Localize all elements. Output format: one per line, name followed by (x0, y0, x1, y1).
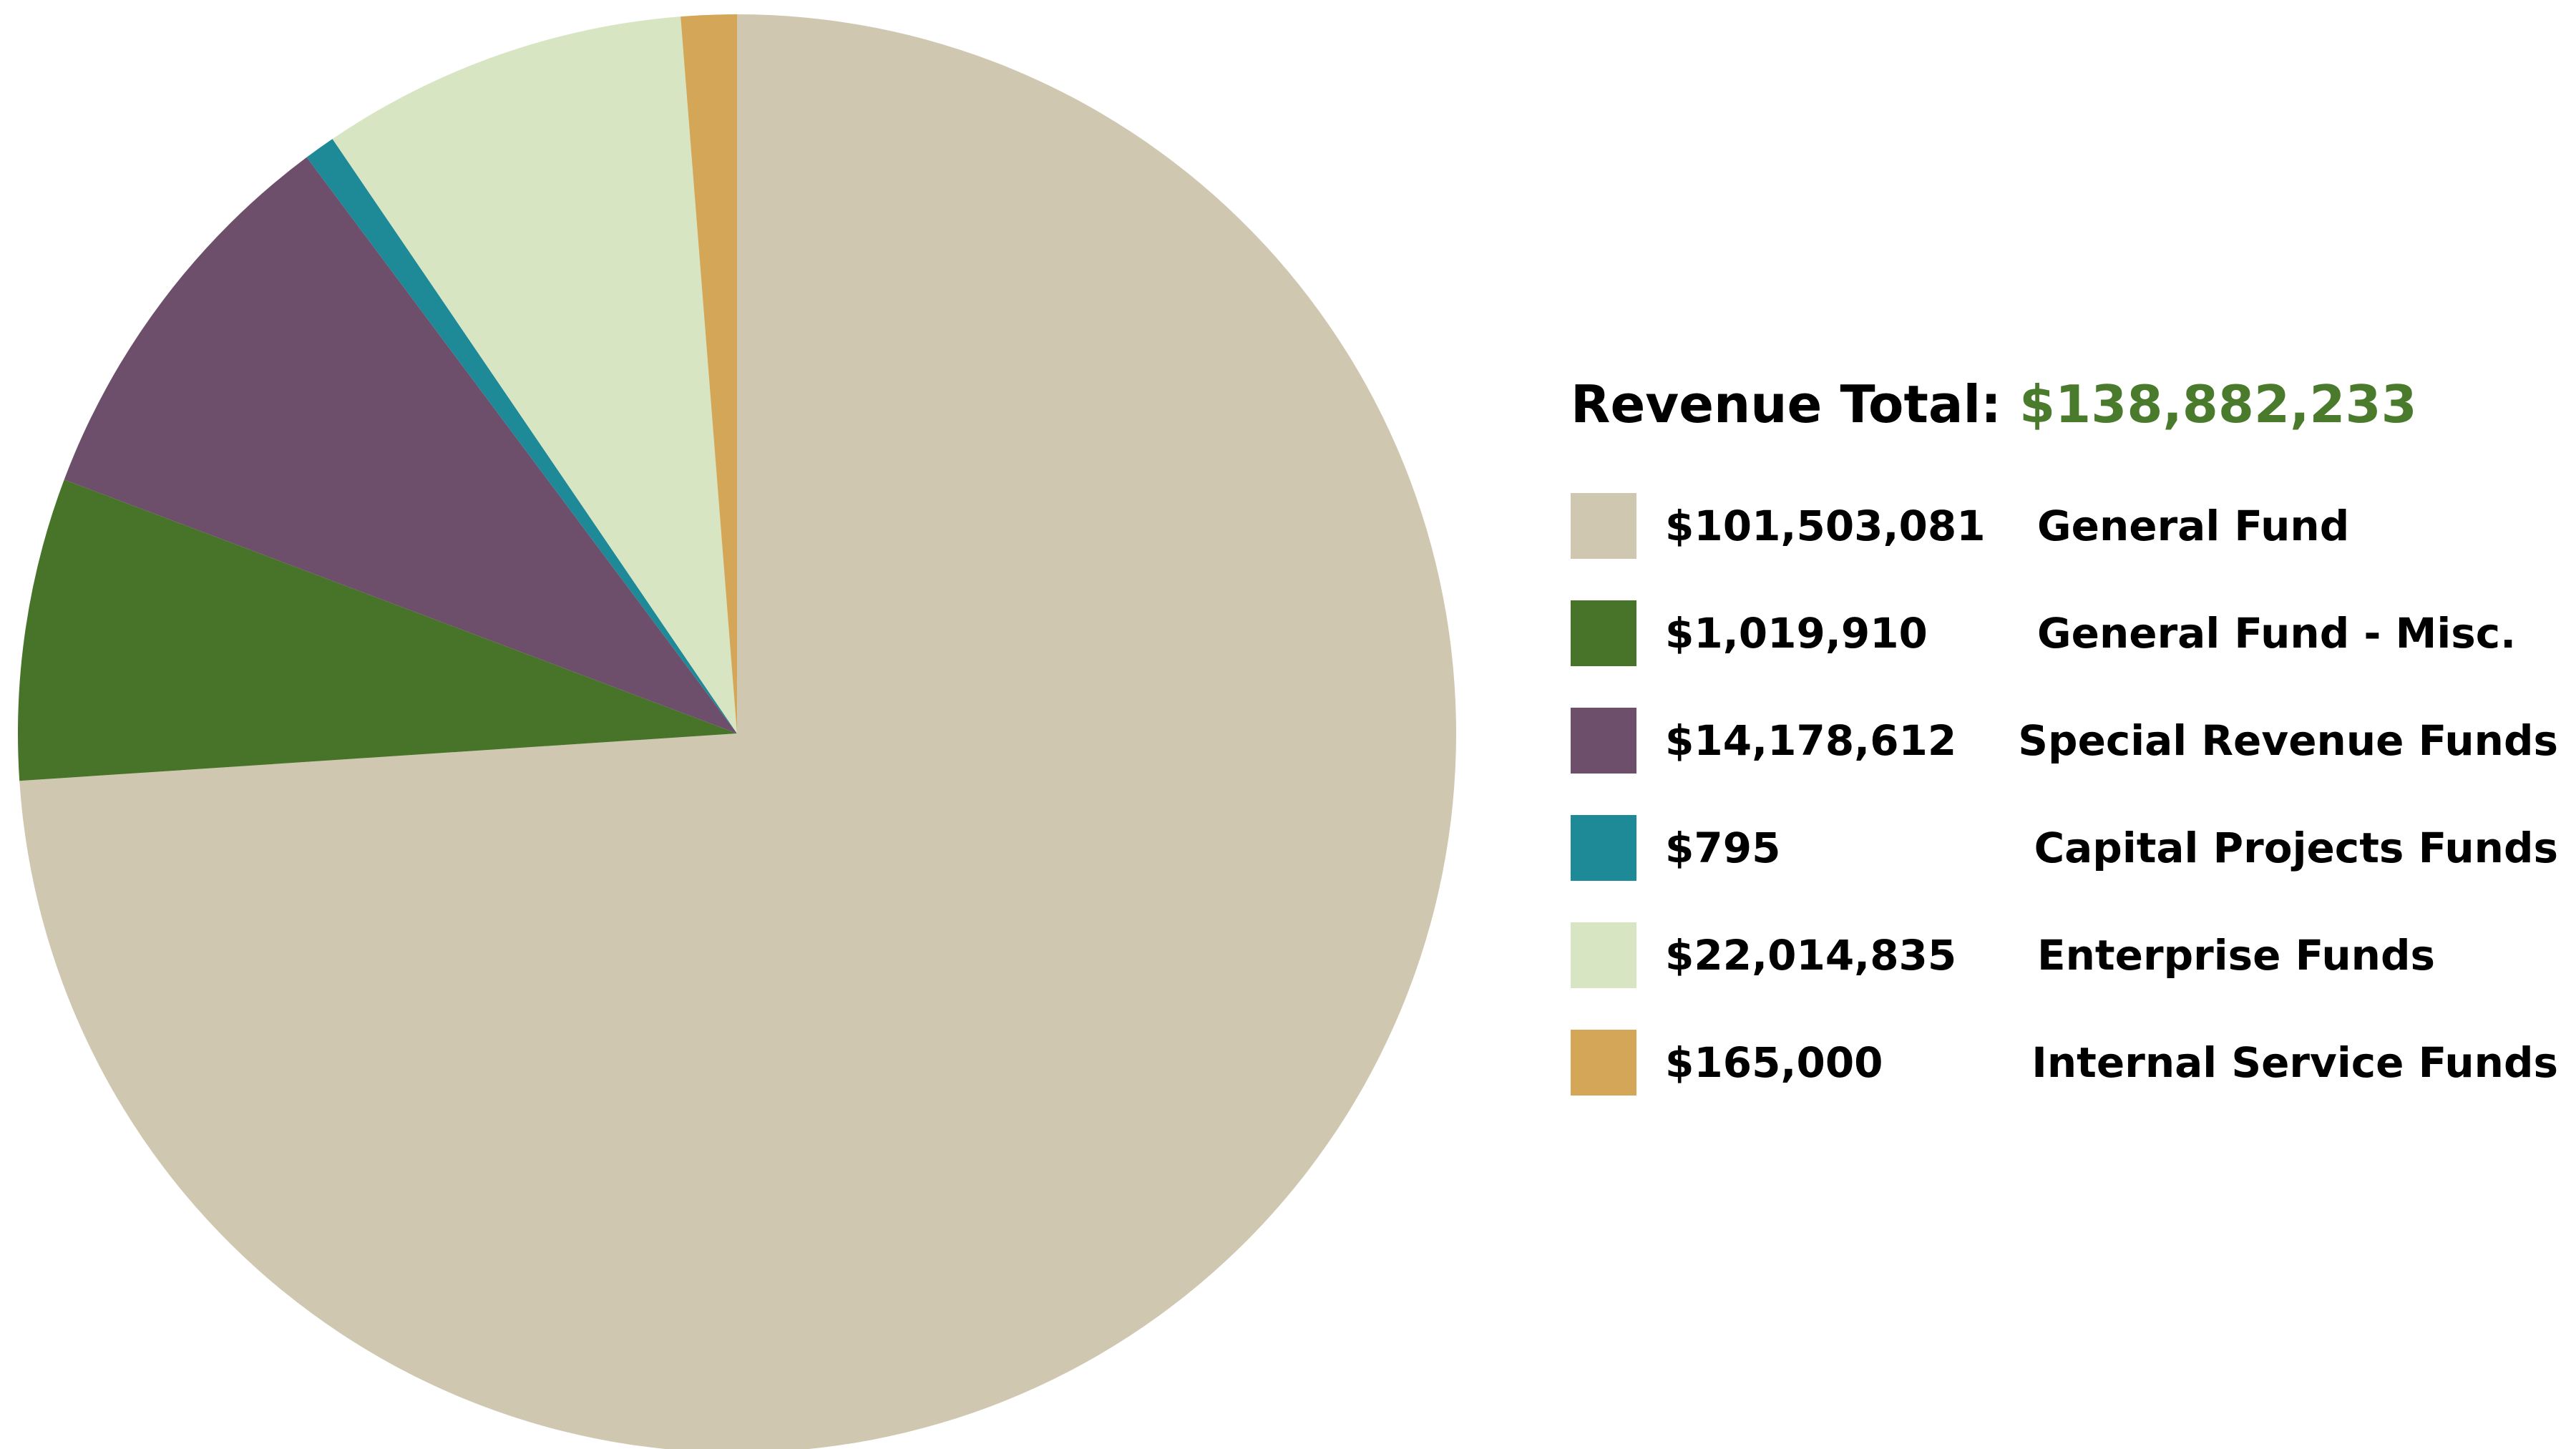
legend: Revenue Total: $138,882,233 $101,503,081… (1571, 365, 2558, 1116)
pie-chart (18, 14, 1456, 1449)
revenue-total-label: Revenue Total: (1571, 374, 2001, 434)
pie-slice-enterprise-funds (332, 16, 738, 734)
pie-slice-general-fund-misc (18, 479, 737, 781)
legend-amount: $1,019,910 (1665, 609, 1928, 658)
revenue-total-value: $138,882,233 (2019, 374, 2417, 434)
pie-slice-general-fund (19, 14, 1456, 1449)
legend-amount: $101,503,081 (1665, 502, 1986, 550)
legend-swatch (1571, 922, 1636, 988)
legend-item-capital-projects-funds: $795 Capital Projects Funds (1571, 794, 2558, 902)
legend-item-general-fund: $101,503,081 General Fund (1571, 472, 2558, 580)
pie-slice-capital-projects-funds (306, 139, 738, 733)
legend-swatch (1571, 1030, 1636, 1096)
legend-item-enterprise-funds: $22,014,835 Enterprise Funds (1571, 902, 2558, 1009)
legend-label: Enterprise Funds (2037, 931, 2435, 980)
legend-swatch (1571, 493, 1636, 559)
legend-label: Special Revenue Funds (2018, 716, 2558, 765)
legend-amount: $22,014,835 (1665, 931, 1957, 980)
pie-slice-special-revenue-funds (64, 157, 737, 734)
legend-label: Capital Projects Funds (2034, 824, 2558, 872)
pie-slice-internal-service-funds (680, 14, 737, 733)
legend-item-general-fund-misc: $1,019,910 General Fund - Misc. (1571, 580, 2558, 687)
legend-swatch (1571, 600, 1636, 666)
legend-amount: $165,000 (1665, 1038, 1883, 1087)
legend-label: General Fund (2037, 502, 2350, 550)
legend-swatch (1571, 708, 1636, 774)
legend-label: Internal Service Funds (2031, 1038, 2558, 1087)
legend-swatch (1571, 815, 1636, 881)
legend-item-special-revenue-funds: $14,178,612 Special Revenue Funds (1571, 687, 2558, 794)
legend-amount: $14,178,612 (1665, 716, 1957, 765)
legend-title: Revenue Total: $138,882,233 (1571, 365, 2558, 444)
legend-item-internal-service-funds: $165,000 Internal Service Funds (1571, 1009, 2558, 1116)
legend-amount: $795 (1665, 824, 1781, 872)
legend-label: General Fund - Misc. (2037, 609, 2517, 658)
